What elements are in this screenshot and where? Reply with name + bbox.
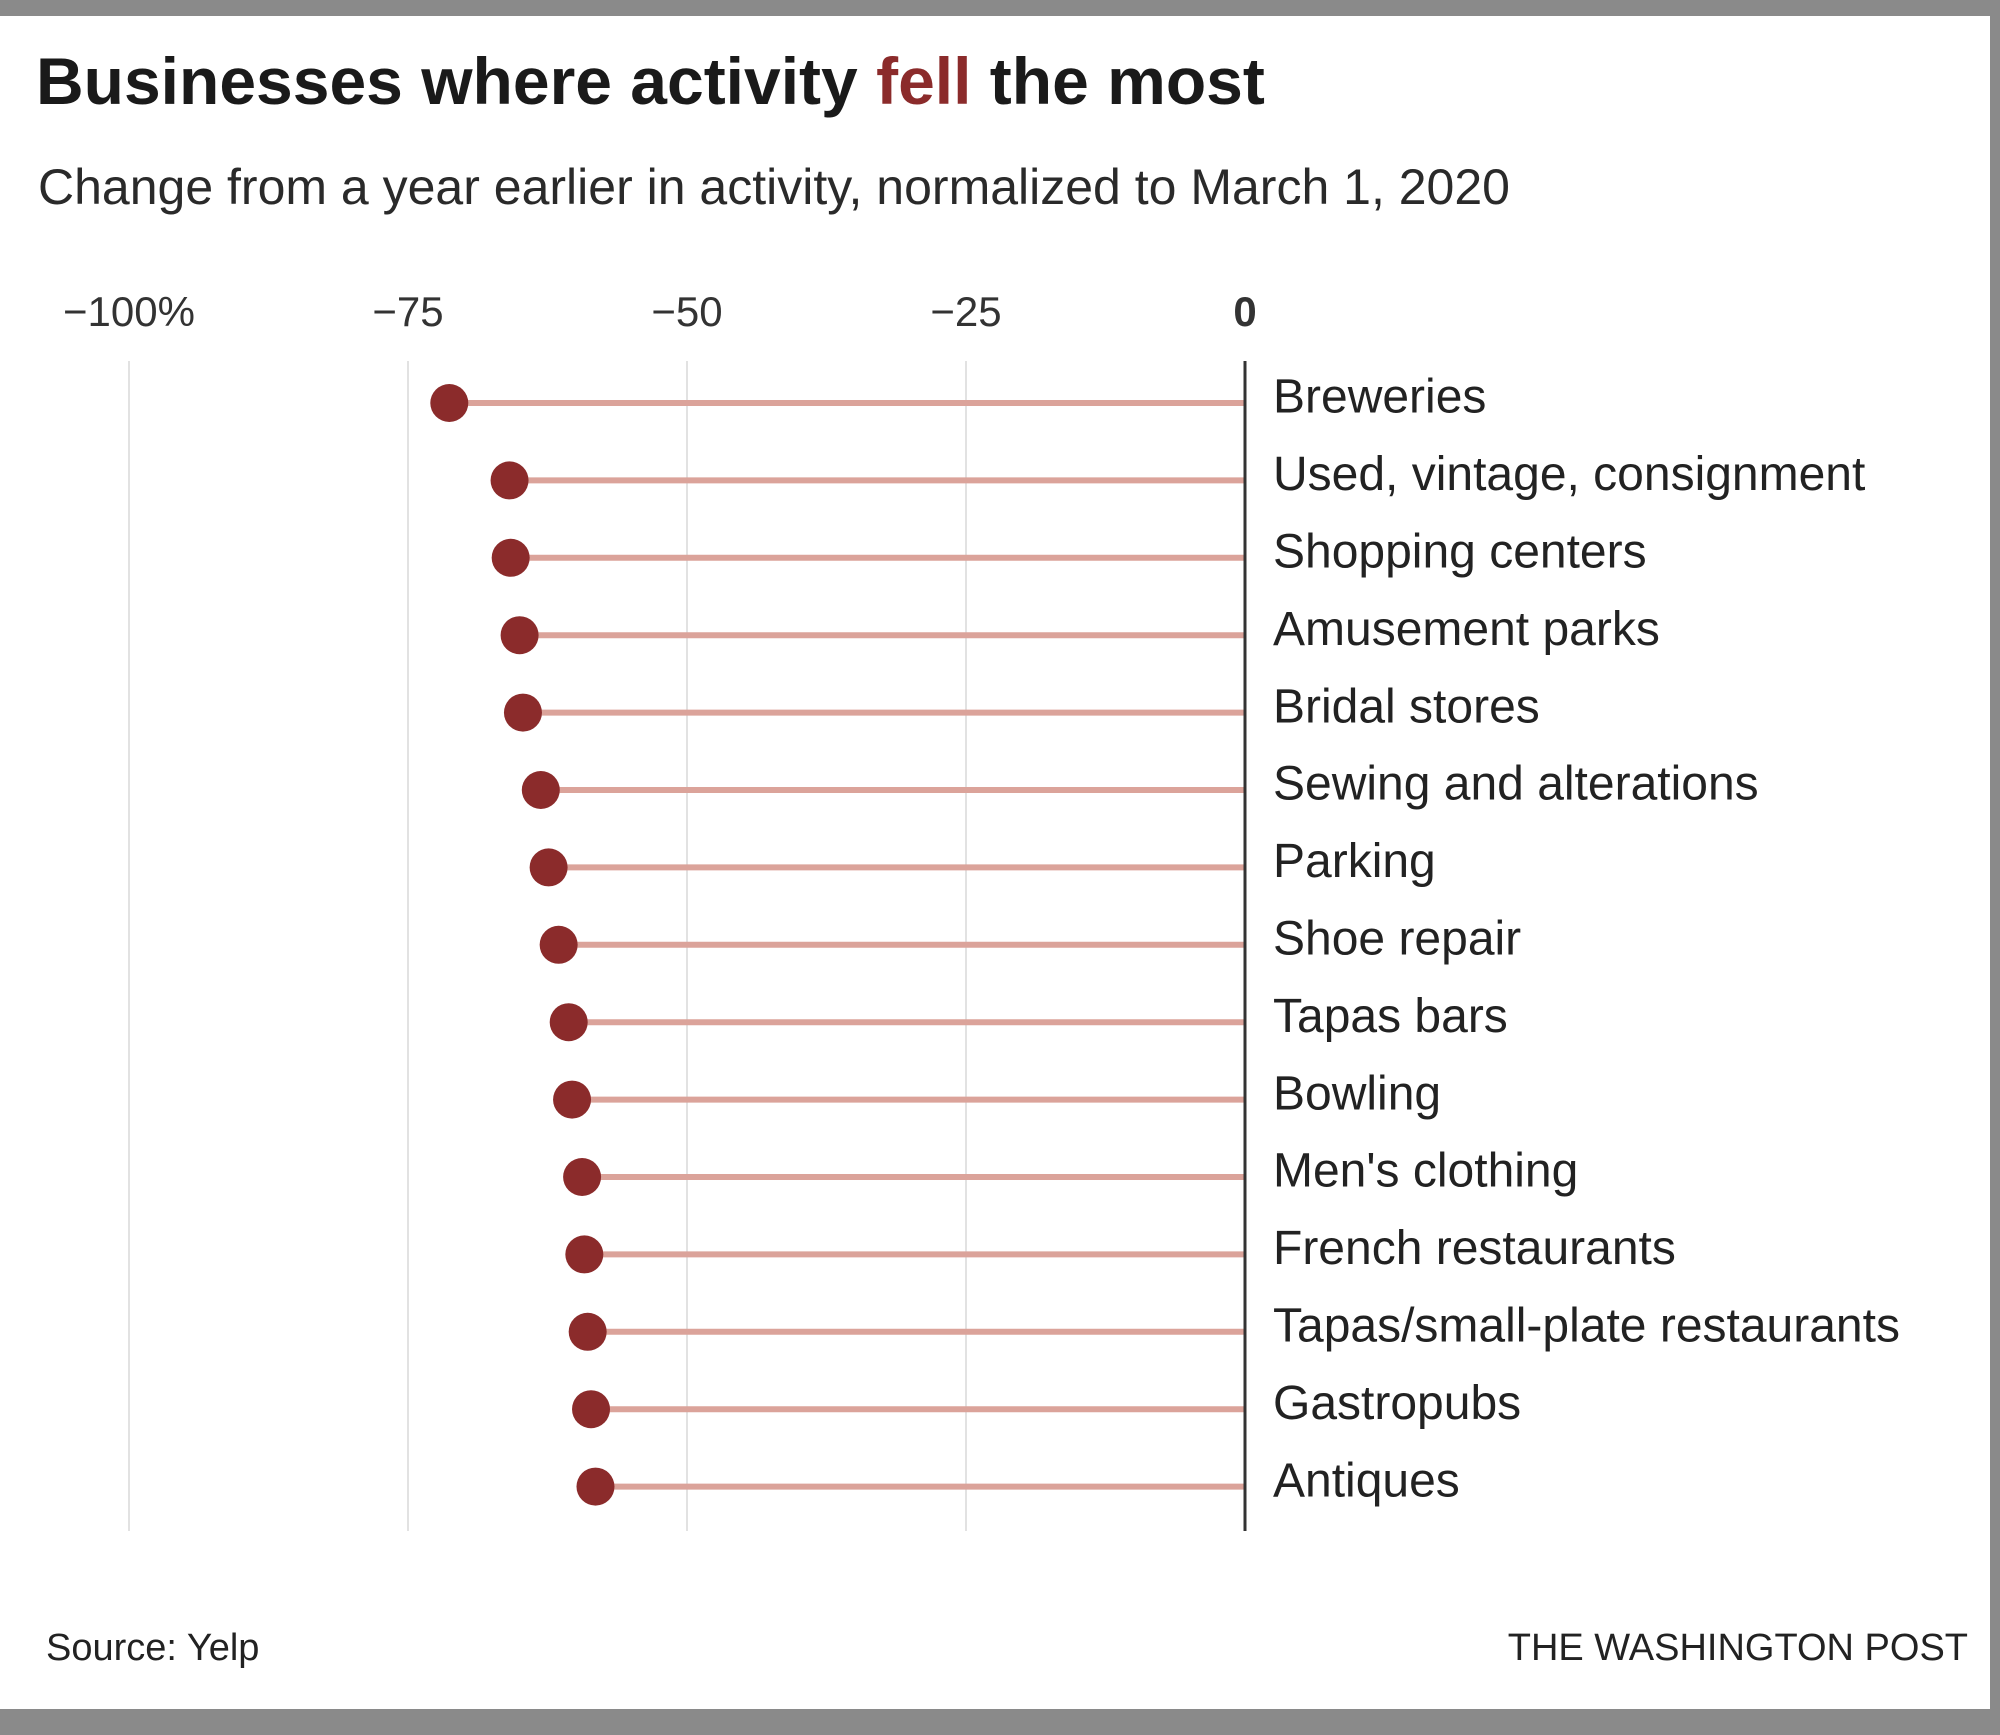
dot: [565, 1235, 604, 1274]
category-label: Bridal stores: [1273, 680, 1540, 733]
dot: [500, 616, 539, 655]
dot: [563, 1158, 602, 1196]
category-label: Tapas bars: [1273, 990, 1508, 1043]
dot: [568, 1312, 607, 1351]
category-label: Sewing and alterations: [1273, 758, 1759, 811]
dot: [521, 771, 560, 809]
dot: [491, 538, 530, 577]
category-label: Tapas/small-plate restaurants: [1273, 1299, 1900, 1352]
category-label: French restaurants: [1273, 1222, 1676, 1275]
chart-title: Businesses where activity fell the most: [36, 44, 1265, 118]
dot: [549, 1003, 588, 1042]
title-part: Businesses where activity: [36, 44, 858, 118]
category-label: Amusement parks: [1273, 603, 1660, 656]
x-tick-label: 0: [1233, 288, 1256, 335]
category-label: Bowling: [1273, 1067, 1441, 1120]
dot: [572, 1390, 611, 1429]
bottom-frame: [0, 1709, 2000, 1735]
category-label: Antiques: [1273, 1454, 1460, 1507]
x-tick-label: −75: [372, 288, 443, 335]
dot: [576, 1467, 615, 1506]
right-frame: [1990, 0, 2000, 1735]
category-label: Shopping centers: [1273, 525, 1647, 578]
title-highlight: fell: [876, 44, 971, 118]
plot-area: −100% −75 −50 −25 0 Breweries Used, vintage, c…: [63, 288, 1900, 1531]
category-label: Men's clothing: [1273, 1145, 1578, 1198]
dot: [430, 384, 469, 422]
category-label: Breweries: [1273, 371, 1486, 424]
dot: [529, 848, 568, 887]
dot: [503, 693, 542, 732]
category-label: Gastropubs: [1273, 1377, 1521, 1430]
title-part: the most: [990, 44, 1265, 118]
source: Source: Yelp: [46, 1627, 259, 1669]
top-frame: [0, 0, 2000, 16]
category-label: Used, vintage, consignment: [1273, 448, 1865, 501]
credit: THE WASHINGTON POST: [1508, 1627, 1968, 1669]
chart-subtitle: Change from a year earlier in activity, …: [38, 159, 1510, 215]
dot: [553, 1080, 592, 1119]
category-label: Shoe repair: [1273, 912, 1521, 965]
dot: [539, 925, 578, 964]
x-tick-label: −25: [930, 288, 1001, 335]
dot: [490, 461, 529, 500]
x-tick-label: −100%: [63, 288, 195, 335]
x-tick-label: −50: [651, 288, 722, 335]
category-label: Parking: [1273, 835, 1436, 888]
